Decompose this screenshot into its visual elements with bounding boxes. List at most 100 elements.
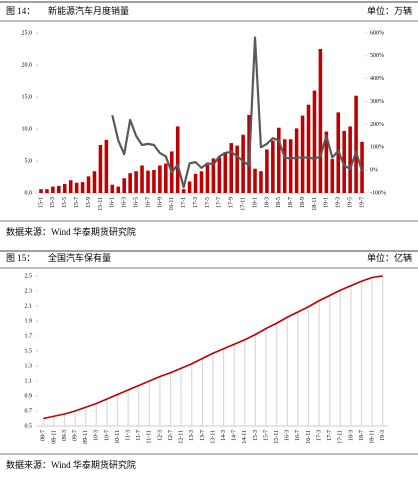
x-tick-label: 11-11: [147, 430, 153, 444]
x-tick-label: 15-11: [98, 197, 104, 211]
figure-label: 图 14：: [6, 6, 35, 16]
x-tick-label: 08-11: [51, 430, 57, 444]
x-tick-label: 12-11: [179, 430, 185, 444]
y-tick-label: 0.9: [25, 393, 33, 399]
bar: [294, 128, 299, 193]
x-tick-label: 19-5: [348, 197, 354, 208]
x-tick-label: 10-11: [115, 430, 121, 444]
x-tick-label: 15-11: [274, 430, 280, 444]
line: [111, 36, 364, 189]
bar: [241, 134, 245, 193]
bar: [181, 189, 186, 193]
y-tick-label: 25.0: [22, 30, 33, 36]
bar: [116, 186, 121, 193]
bar: [187, 181, 192, 193]
x-tick-label: 16-7: [145, 197, 151, 208]
x-tick-label: 08-7: [41, 430, 47, 441]
y2-tick-label: 500%: [370, 53, 384, 59]
figure-title: 新能源汽车月度销量: [48, 5, 129, 16]
x-tick-label: 19-3: [380, 430, 386, 441]
bar: [223, 152, 228, 193]
bar: [146, 170, 150, 193]
x-tick-label: 19-1: [324, 197, 330, 208]
x-tick-label: 17-5: [205, 197, 211, 208]
bar: [164, 163, 168, 193]
bar: [282, 139, 287, 193]
y-tick-label: 20.0: [22, 62, 33, 68]
y-tick-label: 1.1: [25, 378, 33, 384]
x-tick-label: 19-3: [336, 197, 342, 208]
y2-tick-label: 300%: [370, 99, 384, 105]
bar: [253, 168, 257, 193]
x-tick-label: 13-11: [210, 430, 216, 444]
figure-label: 图 15：: [6, 253, 35, 263]
x-tick-label: 17-11: [338, 430, 344, 444]
bar: [306, 104, 311, 193]
bar: [74, 182, 79, 193]
x-tick-label: 17-7: [327, 430, 333, 441]
bar: [193, 173, 198, 193]
x-tick-label: 16-11: [306, 430, 312, 444]
bar: [205, 164, 210, 193]
x-tick-label: 18-1: [252, 197, 258, 208]
x-tick-label: 14-3: [221, 430, 227, 441]
bar: [288, 139, 293, 193]
y-tick-label: 2.1: [25, 303, 33, 309]
y-tick-label: 1.7: [25, 333, 33, 339]
bar: [318, 49, 323, 193]
bar: [354, 95, 358, 193]
bar: [211, 158, 216, 193]
bar: [110, 184, 115, 193]
y-tick-label: 0.7: [25, 408, 33, 414]
x-tick-label: 16-7: [295, 430, 301, 441]
bar: [128, 173, 132, 193]
bar: [348, 126, 352, 193]
x-tick-label: 14-7: [232, 430, 238, 441]
y-tick-label: 1.3: [25, 363, 33, 369]
y-tick-label: 5.0: [25, 158, 33, 164]
x-tick-label: 16-1: [110, 197, 116, 208]
x-tick-label: 11-7: [136, 430, 142, 441]
x-tick-label: 18-3: [264, 197, 270, 208]
bar: [229, 143, 234, 193]
bar: [324, 131, 329, 193]
y-tick-label: 2.3: [25, 288, 33, 294]
bar: [265, 149, 269, 193]
bar: [51, 186, 55, 193]
bar: [104, 139, 109, 193]
x-tick-label: 17-3: [316, 430, 322, 441]
x-tick-label: 18-7: [288, 197, 294, 208]
bar: [175, 126, 180, 193]
x-tick-label: 12-7: [168, 430, 174, 441]
x-tick-label: 15-9: [86, 197, 92, 208]
x-tick-label: 18-5: [276, 197, 282, 208]
bar: [140, 165, 144, 193]
bar: [330, 159, 335, 193]
x-tick-label: 15-3: [253, 430, 259, 441]
bar: [152, 169, 156, 193]
x-tick-label: 12-3: [157, 430, 163, 441]
y-tick-label: 10.0: [22, 126, 33, 132]
x-tick-label: 18-11: [312, 197, 318, 211]
x-tick-label: 09-11: [83, 430, 89, 444]
x-tick-label: 16-3: [122, 197, 128, 208]
x-tick-label: 15-7: [74, 197, 80, 208]
x-tick-label: 16-11: [169, 197, 175, 211]
bar: [98, 145, 103, 193]
y-tick-label: 1.5: [25, 348, 33, 354]
source-note: 数据来源：Wind 华泰期货研究院: [6, 226, 136, 237]
bar: [62, 184, 67, 193]
bar: [45, 189, 49, 193]
y-tick-label: 0.0: [25, 190, 33, 196]
bar: [271, 140, 275, 193]
bar: [342, 130, 346, 193]
bar: [57, 185, 61, 193]
y2-tick-label: 600%: [370, 30, 384, 36]
x-tick-label: 15-1: [38, 197, 44, 208]
bar: [360, 141, 364, 193]
x-tick-label: 18-3: [348, 430, 354, 441]
bar: [134, 171, 138, 193]
bar: [158, 165, 162, 193]
x-tick-label: 15-5: [62, 197, 68, 208]
